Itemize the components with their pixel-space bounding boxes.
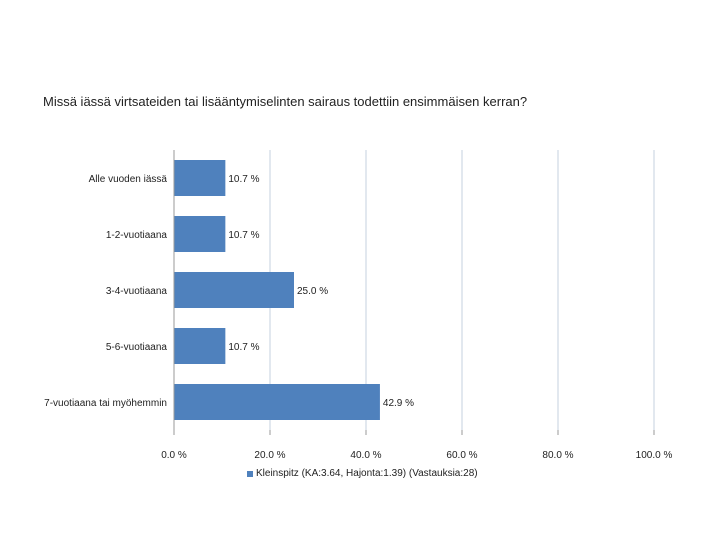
category-labels: Alle vuoden iässä 1-2-vuotiaana 3-4-vuotia… bbox=[44, 174, 167, 409]
category-label: 7-vuotiaana tai myöhemmin bbox=[44, 398, 167, 409]
category-label: 1-2-vuotiaana bbox=[106, 230, 168, 241]
bar bbox=[174, 272, 294, 308]
bar bbox=[174, 160, 226, 196]
legend-swatch bbox=[247, 470, 253, 477]
x-tick-label: 40.0 % bbox=[350, 450, 381, 461]
bar bbox=[174, 216, 226, 252]
data-label: 10.7 % bbox=[228, 174, 259, 185]
bars bbox=[174, 160, 380, 420]
legend-label: Kleinspitz (KA:3.64, Hajonta:1.39) (Vast… bbox=[256, 468, 478, 479]
x-tick-labels: 0.0 % 20.0 % 40.0 % 60.0 % 80.0 % 100.0 % bbox=[161, 430, 672, 461]
category-label: Alle vuoden iässä bbox=[89, 174, 168, 185]
data-label: 10.7 % bbox=[228, 342, 259, 353]
x-tick-label: 100.0 % bbox=[636, 450, 673, 461]
bar bbox=[174, 384, 380, 420]
data-label: 10.7 % bbox=[228, 230, 259, 241]
x-tick-label: 60.0 % bbox=[446, 450, 477, 461]
category-label: 3-4-vuotiaana bbox=[106, 286, 168, 297]
legend: Kleinspitz (KA:3.64, Hajonta:1.39) (Vast… bbox=[247, 468, 478, 479]
x-tick-label: 20.0 % bbox=[254, 450, 285, 461]
chart-title: Missä iässä virtsateiden tai lisääntymis… bbox=[43, 94, 528, 109]
bar bbox=[174, 328, 226, 364]
category-label: 5-6-vuotiaana bbox=[106, 342, 168, 353]
x-tick-label: 0.0 % bbox=[161, 450, 187, 461]
x-tick-label: 80.0 % bbox=[542, 450, 573, 461]
data-label: 42.9 % bbox=[383, 398, 414, 409]
data-label: 25.0 % bbox=[297, 286, 328, 297]
data-labels: 10.7 % 10.7 % 25.0 % 10.7 % 42.9 % bbox=[228, 174, 414, 409]
